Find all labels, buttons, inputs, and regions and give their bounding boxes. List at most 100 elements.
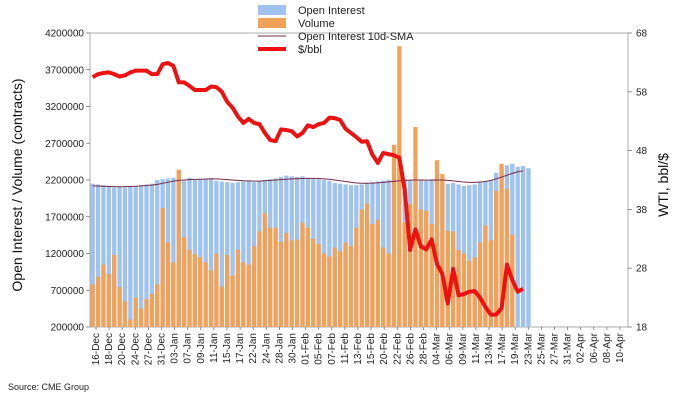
y-tick-label-left: 4200000 <box>45 29 84 40</box>
volume-bar <box>138 308 144 328</box>
x-tick-label: 23-Mar <box>523 332 534 364</box>
volume-bar <box>225 254 230 327</box>
volume-bar <box>268 227 273 327</box>
volume-bar <box>499 163 504 327</box>
volume-bar <box>219 286 224 327</box>
open-interest-bar <box>472 184 477 327</box>
volume-bar <box>429 224 434 327</box>
legend-label-0: Open Interest <box>298 5 365 17</box>
volume-bar <box>106 274 111 327</box>
open-interest-bar <box>128 186 133 327</box>
volume-bar <box>370 224 375 327</box>
volume-bar <box>230 275 235 327</box>
volume-bar <box>397 46 402 327</box>
volume-bar <box>327 256 332 327</box>
x-tick-label: 01-Feb <box>301 333 312 365</box>
y-tick-label-right: 48 <box>636 146 648 157</box>
open-interest-bar <box>225 182 230 327</box>
volume-bar <box>95 277 101 327</box>
volume-bar <box>171 262 176 327</box>
y-tick-label-left: 3700000 <box>45 65 84 76</box>
open-interest-bar <box>144 184 149 327</box>
open-interest-bar <box>520 166 526 327</box>
volume-bar <box>461 253 467 327</box>
x-tick-label: 15-Feb <box>366 333 377 365</box>
volume-bar <box>155 284 160 327</box>
y-tick-label-left: 3200000 <box>45 102 84 113</box>
x-tick-label: 24-Jan <box>261 333 272 364</box>
volume-bar <box>262 213 267 327</box>
volume-bar <box>300 222 305 327</box>
volume-bar <box>488 240 493 327</box>
x-tick-label: 26-Feb <box>405 333 416 365</box>
volume-bar <box>321 253 327 327</box>
volume-bar <box>149 293 155 327</box>
x-tick-label: 17-Jan <box>235 333 246 364</box>
open-interest-bar <box>198 179 203 327</box>
volume-bar <box>418 209 424 327</box>
x-tick-label: 24-Dec <box>130 333 141 365</box>
volume-bar <box>359 209 364 327</box>
y-tick-label-right: 38 <box>636 205 648 216</box>
x-tick-label: 31-Mar <box>563 332 574 364</box>
volume-bar <box>467 260 472 327</box>
volume-bar <box>133 297 138 327</box>
y-tick-label-right: 18 <box>636 323 648 334</box>
x-tick-label: 27-Dec <box>143 333 154 365</box>
open-interest-bar <box>138 185 144 327</box>
volume-bar <box>338 251 343 327</box>
y-axis-left-title: Open Interest / Volume (contracts) <box>9 78 25 291</box>
y-tick-label-left: 200000 <box>51 323 85 334</box>
x-tick-label: 05-Feb <box>314 333 325 365</box>
price-line <box>91 60 525 317</box>
open-interest-bar <box>106 185 111 327</box>
volume-bar <box>235 249 241 327</box>
volume-bar <box>305 227 311 327</box>
source-note: Source: CME Group <box>8 382 89 392</box>
x-tick-label: 22-Feb <box>392 333 403 365</box>
volume-bar <box>381 247 386 327</box>
open-interest-bar <box>192 180 198 327</box>
volume-bar <box>504 188 510 327</box>
volume-bar <box>477 242 483 327</box>
volume-bar <box>402 222 407 327</box>
x-tick-label: 04-Mar <box>432 332 443 364</box>
x-tick-label: 09-Jan <box>196 333 207 364</box>
volume-bar <box>445 230 450 327</box>
open-interest-bar <box>241 181 246 327</box>
x-tick-label: 18-Dec <box>104 333 115 365</box>
x-tick-label: 25-Mar <box>536 332 547 364</box>
axes-layer: 4200000 3700000 3200000 2700000 2200000 17000… <box>45 29 647 366</box>
x-tick-label: 10-Apr <box>615 332 626 363</box>
x-tick-label: 28-Jan <box>274 333 285 364</box>
y-tick-label-right: 68 <box>636 29 648 40</box>
volume-bar <box>160 207 165 327</box>
x-tick-label: 03-Jan <box>170 333 181 364</box>
open-interest-bar <box>95 184 101 327</box>
x-tick-label: 30-Jan <box>288 333 299 364</box>
volume-bar <box>192 254 198 327</box>
volume-bar <box>424 210 429 327</box>
volume-bar <box>128 319 133 327</box>
y-axis-right-title: WTI, bbl/$ <box>655 153 671 217</box>
open-interest-bar <box>526 168 531 327</box>
volume-bar <box>354 227 359 327</box>
volume-bar <box>494 191 499 327</box>
volume-bar <box>203 262 208 327</box>
y-tick-label-left: 1700000 <box>45 212 84 223</box>
volume-bar <box>386 253 391 327</box>
volume-bar <box>198 257 203 327</box>
x-tick-label: 11-Feb <box>340 333 351 364</box>
x-tick-label: 06-Mar <box>445 332 456 364</box>
volume-bar <box>187 249 192 327</box>
volume-bar <box>289 240 294 327</box>
price-line-layer <box>91 60 525 317</box>
x-tick-label: 31-Dec <box>157 333 168 365</box>
sma-line-layer <box>92 170 524 188</box>
volume-bar <box>165 242 171 327</box>
x-tick-label: 07-Jan <box>183 333 194 364</box>
open-interest-bar <box>90 183 95 327</box>
volume-bar <box>214 253 219 327</box>
